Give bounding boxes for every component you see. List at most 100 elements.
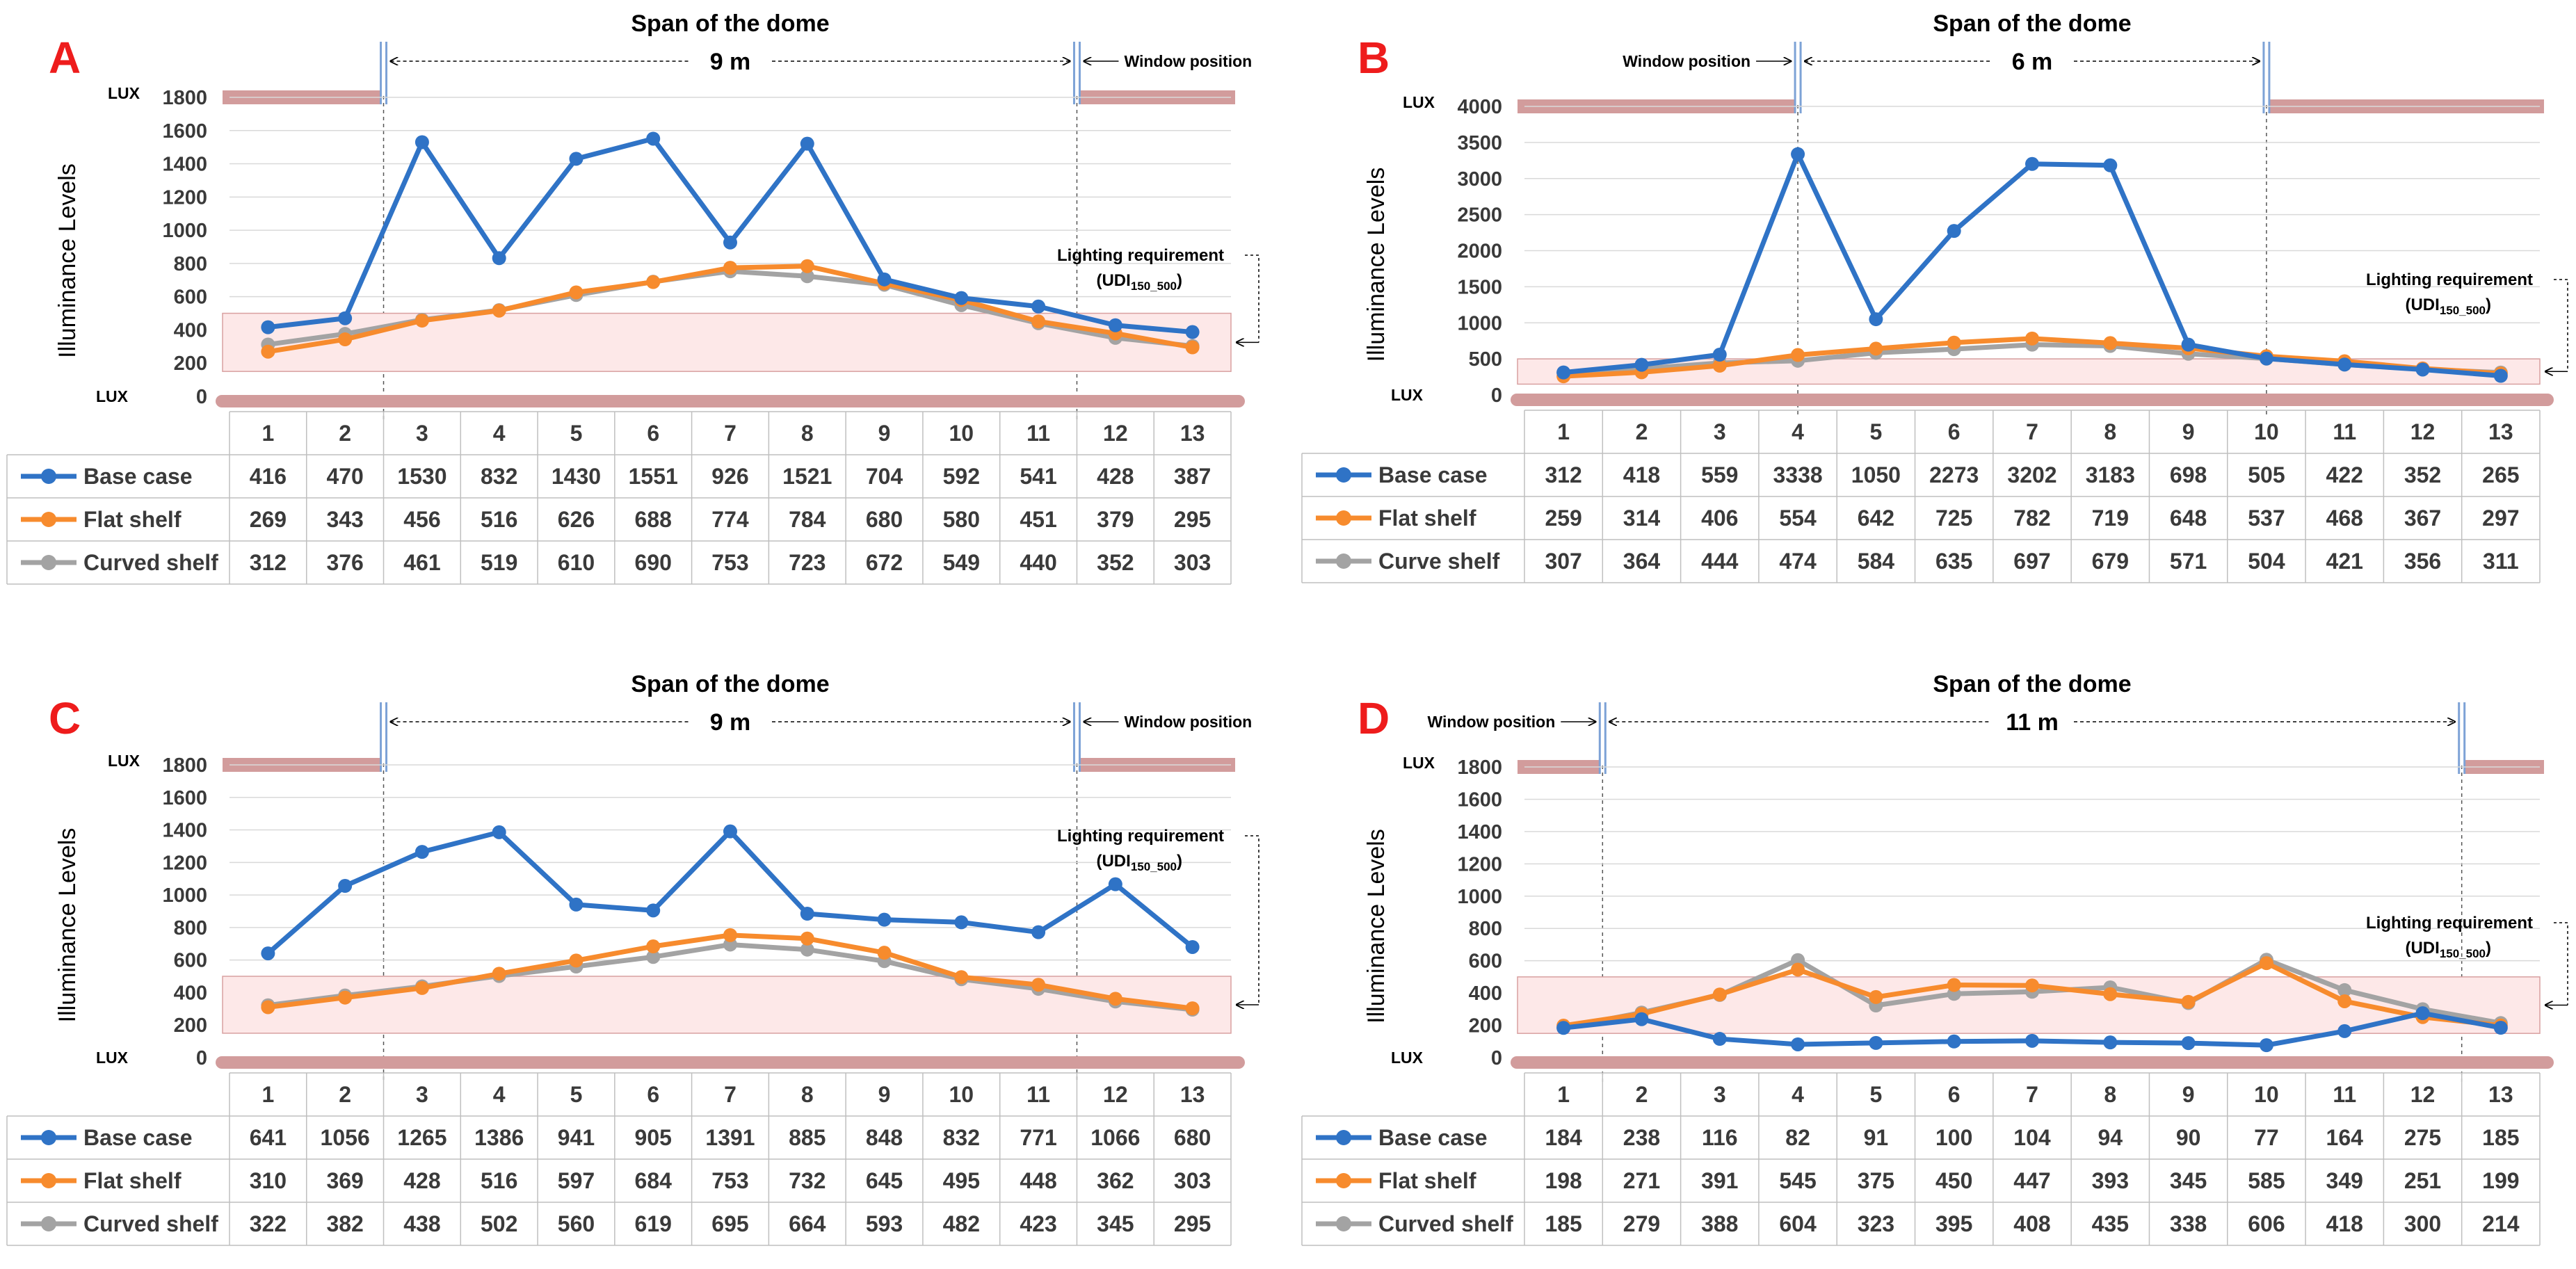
data-point-base bbox=[1869, 1035, 1883, 1050]
data-point-base bbox=[1869, 312, 1883, 327]
x-category-label: 11 bbox=[2333, 1082, 2356, 1107]
table-cell: 684 bbox=[635, 1168, 673, 1193]
table-cell: 352 bbox=[1097, 550, 1134, 575]
table-cell: 545 bbox=[1779, 1168, 1816, 1193]
table-cell: 474 bbox=[1779, 549, 1817, 574]
span-title: Span of the dome bbox=[631, 671, 829, 697]
y-tick-label: 200 bbox=[174, 353, 207, 375]
table-cell: 470 bbox=[326, 464, 363, 489]
lighting-requirement-label: Lighting requirement bbox=[2366, 270, 2533, 289]
data-point-flat bbox=[1947, 335, 1961, 350]
x-category-label: 1 bbox=[261, 421, 274, 446]
table-cell: 1265 bbox=[397, 1125, 446, 1150]
y-tick-label: 600 bbox=[174, 950, 207, 972]
panel-c: C Span of the dome 9 m Window position 0 200 4… bbox=[6, 671, 1259, 1246]
y-tick-label: 2000 bbox=[1457, 241, 1502, 263]
table-cell: 303 bbox=[1174, 550, 1211, 575]
y-tick-label: 0 bbox=[1491, 1047, 1502, 1069]
table-cell: 832 bbox=[943, 1125, 980, 1150]
table-cell: 440 bbox=[1020, 550, 1056, 575]
y-tick-label: 1200 bbox=[1457, 853, 1502, 875]
data-point-flat bbox=[569, 953, 583, 968]
data-point-flat bbox=[414, 980, 429, 995]
table-cell: 116 bbox=[1702, 1125, 1738, 1150]
lighting-bracket bbox=[1245, 254, 1259, 343]
table-cell: 1386 bbox=[474, 1125, 524, 1150]
x-category-label: 6 bbox=[1948, 1082, 1961, 1107]
udi-subscript: 150_500 bbox=[1131, 860, 1177, 873]
table-cell: 725 bbox=[1935, 506, 1972, 531]
data-point-base bbox=[1947, 224, 1961, 239]
panel-b: B Span of the dome 6 m Window position 0 500 1… bbox=[1301, 10, 2568, 583]
lighting-bracket bbox=[2554, 279, 2568, 372]
x-category-label: 10 bbox=[949, 1082, 974, 1107]
y-tick-label: 600 bbox=[174, 286, 207, 309]
y-tick-label: 3500 bbox=[1457, 132, 1502, 154]
table-cell: 395 bbox=[1935, 1211, 1972, 1236]
table-cell: 1530 bbox=[397, 464, 446, 489]
panel-letter: A bbox=[49, 33, 81, 83]
data-point-base bbox=[1556, 1021, 1571, 1035]
table-cell: 345 bbox=[2170, 1168, 2207, 1193]
table-cell: 251 bbox=[2404, 1168, 2441, 1193]
table-cell: 356 bbox=[2404, 549, 2441, 574]
x-category-label: 4 bbox=[1792, 1082, 1804, 1107]
legend-marker-flat bbox=[41, 1173, 56, 1188]
y-tick-label: 3000 bbox=[1457, 168, 1502, 191]
table-cell: 606 bbox=[2248, 1211, 2285, 1236]
udi-subscript: 150_500 bbox=[2440, 304, 2486, 317]
data-point-flat bbox=[1031, 314, 1046, 329]
lighting-requirement-band bbox=[222, 312, 1232, 372]
y-tick-label: 1800 bbox=[162, 754, 207, 777]
table-cell: 310 bbox=[250, 1168, 287, 1193]
data-point-flat bbox=[1185, 1001, 1200, 1016]
legend-marker-base bbox=[41, 1130, 56, 1145]
table-cell: 379 bbox=[1097, 507, 1134, 532]
table-cell: 428 bbox=[1097, 464, 1134, 489]
data-point-flat bbox=[2259, 956, 2273, 971]
y-tick-label: 200 bbox=[1469, 1015, 1502, 1037]
table-cell: 362 bbox=[1097, 1168, 1134, 1193]
lighting-bracket bbox=[1245, 835, 1259, 1005]
data-point-base bbox=[954, 915, 969, 930]
udi-close: ) bbox=[1177, 852, 1182, 871]
data-point-base bbox=[2181, 1036, 2196, 1051]
table-cell: 645 bbox=[866, 1168, 903, 1193]
data-point-flat bbox=[2103, 336, 2118, 350]
lighting-requirement-label: Lighting requirement bbox=[1057, 827, 1224, 846]
x-category-label: 8 bbox=[801, 1082, 814, 1107]
x-category-label: 9 bbox=[878, 421, 891, 446]
lux-label-top: LUX bbox=[1403, 93, 1435, 111]
y-tick-label: 800 bbox=[1469, 918, 1502, 940]
table-cell: 580 bbox=[943, 507, 980, 532]
y-tick-label: 1600 bbox=[162, 787, 207, 809]
table-cell: 784 bbox=[789, 507, 826, 532]
table-cell: 1056 bbox=[321, 1125, 370, 1150]
table-cell: 444 bbox=[1701, 549, 1739, 574]
x-category-label: 2 bbox=[339, 421, 351, 446]
data-point-base bbox=[723, 235, 737, 250]
table-cell: 91 bbox=[1864, 1125, 1889, 1150]
x-category-label: 13 bbox=[2488, 1082, 2513, 1107]
table-cell: 516 bbox=[481, 1168, 517, 1193]
data-point-flat bbox=[1108, 992, 1122, 1006]
legend-marker-flat bbox=[1336, 510, 1351, 526]
table-cell: 698 bbox=[2170, 462, 2207, 487]
table-cell: 695 bbox=[711, 1211, 748, 1236]
table-cell: 349 bbox=[2326, 1168, 2363, 1193]
table-cell: 519 bbox=[481, 550, 517, 575]
y-tick-label: 2500 bbox=[1457, 204, 1502, 227]
table-cell: 771 bbox=[1020, 1125, 1056, 1150]
x-category-label: 6 bbox=[1948, 419, 1961, 444]
data-point-base bbox=[1712, 1032, 1727, 1046]
data-point-base bbox=[1634, 1012, 1649, 1026]
table-cell: 1430 bbox=[552, 464, 601, 489]
table-cell: 312 bbox=[1545, 462, 1581, 487]
table-cell: 1551 bbox=[629, 464, 678, 489]
table-cell: 619 bbox=[635, 1211, 672, 1236]
x-category-label: 3 bbox=[416, 1082, 428, 1107]
table-cell: 323 bbox=[1858, 1211, 1894, 1236]
lux-label-top: LUX bbox=[108, 752, 140, 770]
data-point-curved bbox=[800, 269, 814, 284]
table-cell: 269 bbox=[250, 507, 287, 532]
